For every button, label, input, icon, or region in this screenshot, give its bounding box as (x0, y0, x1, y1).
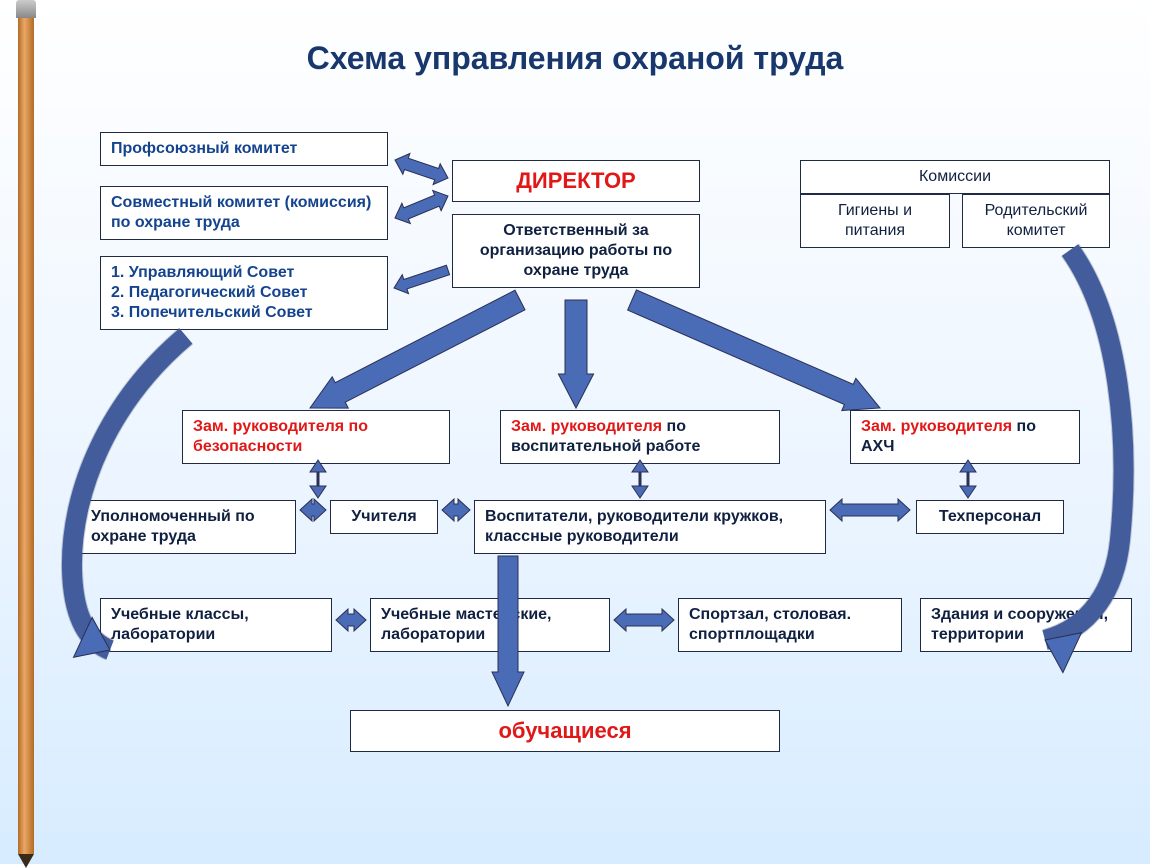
label: Профсоюзный комитет (111, 140, 297, 157)
label: Техперсонал (939, 508, 1041, 525)
node-gigiena: Гигиены и питания (800, 194, 950, 248)
page-title: Схема управления охраной труда (0, 40, 1150, 77)
node-rodkom: Родительский комитет (962, 194, 1110, 248)
node-zdaniya: Здания и сооружения, территории (920, 598, 1132, 652)
node-otvetstv: Ответственный за организацию работы по о… (452, 214, 700, 288)
label: Учителя (351, 508, 416, 525)
node-uchklass: Учебные классы, лаборатории (100, 598, 332, 652)
label: Комиссии (919, 168, 991, 185)
node-vospit: Воспитатели, руководители кружков, класс… (474, 500, 826, 554)
node-obuch: обучащиеся (350, 710, 780, 752)
node-zam-bezop: Зам. руководителя по безопасности (182, 410, 450, 464)
node-sportzal: Спортзал, столовая. спортплощадки (678, 598, 902, 652)
label: Гигиены и питания (838, 202, 912, 239)
label: обучащиеся (498, 718, 631, 743)
node-upolnom: Уполномоченный по охране труда (80, 500, 296, 554)
node-zam-ahch: Зам. руководителя по АХЧ (850, 410, 1080, 464)
label: Воспитатели, руководители кружков, класс… (485, 508, 783, 545)
node-sovety: 1. Управляющий Совет 2. Педагогический С… (100, 256, 388, 330)
prefix: Зам. руководителя (511, 418, 667, 435)
node-uchmast: Учебные мастерские, лаборатории (370, 598, 610, 652)
line1: 1. Управляющий Совет (111, 263, 377, 283)
node-director: ДИРЕКТОР (452, 160, 700, 202)
label: Учебные мастерские, лаборатории (381, 606, 552, 643)
node-komissii: Комиссии (800, 160, 1110, 194)
line3: 3. Попечительский Совет (111, 303, 377, 323)
label: Учебные классы, лаборатории (111, 606, 249, 643)
label: Ответственный за организацию работы по о… (480, 222, 672, 279)
line2: 2. Педагогический Совет (111, 283, 377, 303)
node-sovkomitet: Совместный комитет (комиссия) по охране … (100, 186, 388, 240)
prefix: Зам. руководителя (193, 418, 349, 435)
label: Родительский комитет (985, 202, 1088, 239)
label: Совместный комитет (комиссия) по охране … (111, 194, 371, 231)
label: ДИРЕКТОР (516, 168, 636, 193)
prefix: Зам. руководителя (861, 418, 1017, 435)
node-uchitelya: Учителя (330, 500, 438, 534)
node-zam-vosp: Зам. руководителя по воспитательной рабо… (500, 410, 780, 464)
node-tehpers: Техперсонал (916, 500, 1064, 534)
label: Уполномоченный по охране труда (91, 508, 255, 545)
label: Спортзал, столовая. спортплощадки (689, 606, 851, 643)
label: Здания и сооружения, территории (931, 606, 1108, 643)
pencil-decoration (18, 6, 34, 856)
node-profsoyuz: Профсоюзный комитет (100, 132, 388, 166)
